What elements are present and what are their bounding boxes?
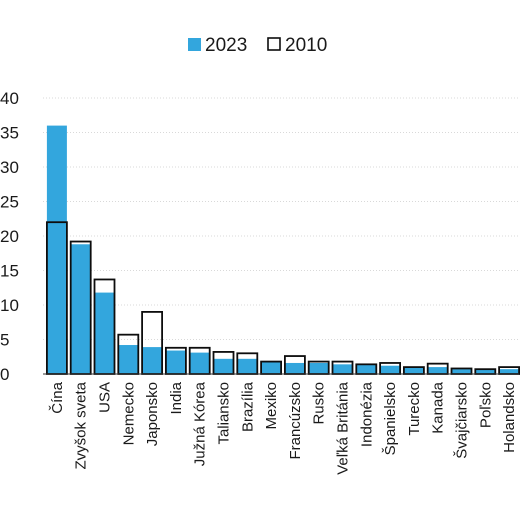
bar-2023-16 <box>427 367 448 374</box>
bar-2023-19 <box>499 369 520 374</box>
bar-2023-14 <box>380 365 401 374</box>
gridlines <box>43 97 519 340</box>
bar-2023-3 <box>118 345 139 374</box>
y-tick-label: 5 <box>0 331 9 350</box>
bar-2023-8 <box>237 358 258 374</box>
bar-2023-6 <box>189 352 210 374</box>
bar-2023-11 <box>308 362 329 374</box>
x-axis: Čína Zvyšok sveta USA Nemecko Japonsko India J… <box>43 373 519 475</box>
legend-swatch-2010 <box>267 37 281 51</box>
y-tick-label: 25 <box>0 193 19 212</box>
bar-2023-7 <box>213 358 234 374</box>
y-tick-label: 35 <box>0 124 19 143</box>
bar-2023-10 <box>284 362 305 374</box>
bar-2023-1 <box>70 244 91 374</box>
x-tick-label: India <box>168 381 185 414</box>
bar-2023-2 <box>94 292 115 374</box>
bar-2023-15 <box>403 367 424 374</box>
bar-2023-12 <box>332 364 353 374</box>
bar-2023-4 <box>142 347 163 374</box>
x-tick-label: Švajčiarsko <box>454 382 471 459</box>
x-tick-label: Brazília <box>239 381 256 432</box>
legend-swatch-2023 <box>188 38 201 51</box>
x-tick-label: Holandsko <box>501 382 518 453</box>
legend-label-2023: 2023 <box>205 35 247 56</box>
x-tick-label: Čína <box>49 381 66 413</box>
y-tick-label: 0 <box>0 365 9 384</box>
x-tick-label: Taliansko <box>216 382 233 445</box>
x-tick-label: Južná Kórea <box>192 381 209 466</box>
x-tick-label: USA <box>97 382 114 413</box>
y-tick-label: 40 <box>0 89 19 108</box>
x-tick-label: Veľká Británia <box>335 381 352 474</box>
y-axis: 0 5 10 15 20 25 30 35 40 <box>0 89 19 384</box>
x-tick-label: Zvyšok sveta <box>73 381 90 469</box>
bar-2023-17 <box>451 369 472 374</box>
x-tick-label: Mexiko <box>263 382 280 430</box>
y-tick-label: 10 <box>0 296 19 315</box>
x-tick-label: Japonsko <box>144 382 161 446</box>
x-tick-label: Rusko <box>311 382 328 425</box>
x-tick-label: Nemecko <box>120 382 137 445</box>
y-tick-label: 15 <box>0 262 19 281</box>
y-tick-label: 20 <box>0 227 19 246</box>
bar-2023-0 <box>46 125 67 374</box>
x-tick-label: Španielsko <box>382 382 399 455</box>
x-tick-label: Francúzsko <box>287 382 304 460</box>
x-tick-label: Turecko <box>406 382 423 436</box>
bar-2023-18 <box>475 369 496 374</box>
x-tick-label: Indonézia <box>358 381 375 447</box>
y-tick-label: 30 <box>0 158 19 177</box>
bars <box>46 125 521 375</box>
x-tick-label: Kanada <box>430 381 447 433</box>
bar-2023-9 <box>261 361 282 374</box>
legend: 2023 2010 <box>188 35 327 56</box>
legend-label-2010: 2010 <box>285 35 327 56</box>
x-tick-label: Poľsko <box>477 382 494 428</box>
bar-2023-13 <box>356 365 377 374</box>
bar-2023-5 <box>165 350 186 374</box>
